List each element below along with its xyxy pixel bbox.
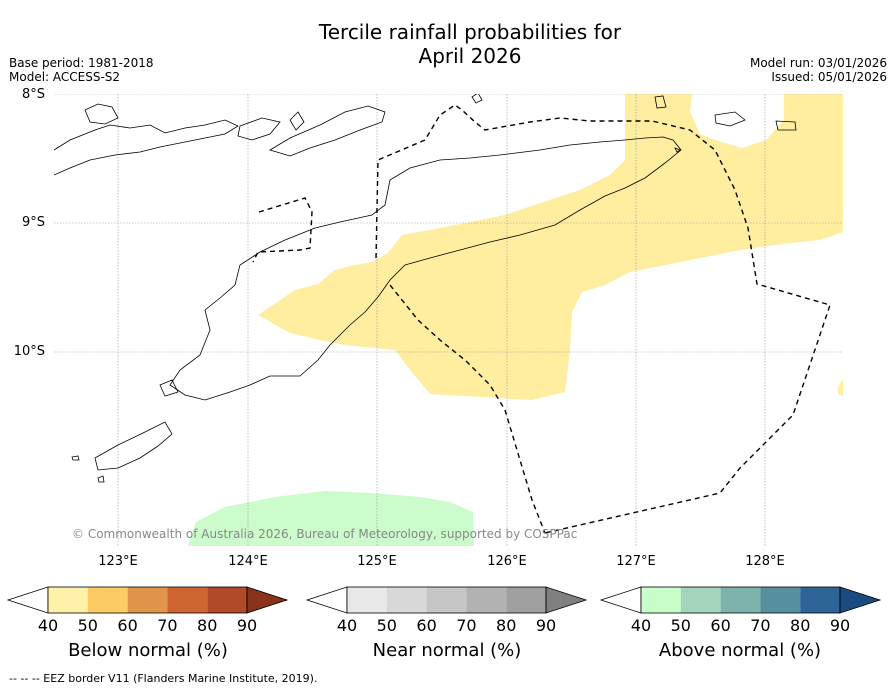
below-normal-colorbar-segment xyxy=(207,587,247,613)
above-normal-tick-label: 40 xyxy=(630,616,652,635)
lat-label-10s: 10°S xyxy=(13,344,45,359)
below-normal-tick-label: 40 xyxy=(37,616,59,635)
near-normal-colorbar-segment xyxy=(506,587,546,613)
title-line-1: Tercile rainfall probabilities for xyxy=(318,20,622,44)
above-normal-colorbar-over-arrow xyxy=(839,586,882,614)
lon-label-125e: 125°E xyxy=(357,554,397,569)
lon-label-127e: 127°E xyxy=(616,554,656,569)
below-normal-tick-label: 90 xyxy=(236,616,258,635)
below-normal-colorbar-outline xyxy=(47,586,248,614)
near-normal-tick-label: 90 xyxy=(535,616,557,635)
above-normal-tick-label: 50 xyxy=(670,616,691,635)
base-period: Base period: 1981-2018 xyxy=(9,56,154,70)
near-normal-colorbar-segment xyxy=(347,587,387,613)
near-normal-tick-label: 60 xyxy=(416,616,437,635)
near-normal-tick-label: 70 xyxy=(456,616,477,635)
map-title: Tercile rainfall probabilities for April… xyxy=(0,20,896,68)
lon-label-126e: 126°E xyxy=(487,554,527,569)
above-normal-colorbar-segment xyxy=(680,587,721,613)
meta-right: Model run: 03/01/2026 Issued: 05/01/2026 xyxy=(750,56,887,84)
above-normal-colorbar-segment xyxy=(720,587,761,613)
above-normal-tick-label: 80 xyxy=(790,616,811,635)
below-normal-colorbar-segment xyxy=(127,587,168,613)
below-normal-colorbar-under-arrow xyxy=(6,586,49,614)
map-area xyxy=(54,94,843,546)
lon-label-124e: 124°E xyxy=(228,554,268,569)
above-normal-tick-label: 70 xyxy=(750,616,771,635)
near-normal-tick-label: 50 xyxy=(376,616,397,635)
near-normal-tick-label: 80 xyxy=(496,616,517,635)
near-normal-colorbar-segment xyxy=(466,587,507,613)
above-normal-colorbar-segment xyxy=(641,587,681,613)
below-normal-colorbar-segment xyxy=(48,587,88,613)
near-normal-label: Near normal (%) xyxy=(372,640,522,661)
lon-label-128e: 128°E xyxy=(745,554,785,569)
below-normal-tick-label: 50 xyxy=(77,616,98,635)
below-normal-tick-label: 60 xyxy=(117,616,138,635)
above-normal-colorbar-segment xyxy=(800,587,840,613)
above-normal-tick-label: 60 xyxy=(710,616,731,635)
near-normal-colorbar-outline xyxy=(346,586,547,614)
above-normal-colorbar-outline xyxy=(640,586,841,614)
near-normal-colorbar-segment xyxy=(426,587,467,613)
lat-label-9s: 9°S xyxy=(21,215,45,230)
near-normal-colorbar-segment xyxy=(386,587,427,613)
gridlines xyxy=(54,94,843,546)
meta-left: Base period: 1981-2018 Model: ACCESS-S2 xyxy=(9,56,154,84)
eez-borders xyxy=(252,104,831,534)
near-normal-colorbar-over-arrow xyxy=(545,586,588,614)
below-normal-region xyxy=(258,94,843,400)
below-normal-colorbar-segment xyxy=(87,587,128,613)
above-normal-tick-label: 90 xyxy=(829,616,851,635)
lon-label-123e: 123°E xyxy=(98,554,138,569)
below-normal-tick-label: 80 xyxy=(197,616,218,635)
below-normal-tick-label: 70 xyxy=(157,616,178,635)
lat-label-8s: 8°S xyxy=(21,87,45,102)
above-normal-label: Above normal (%) xyxy=(658,640,822,661)
above-normal-colorbar-segment xyxy=(760,587,801,613)
below-normal-colorbar-over-arrow xyxy=(246,586,289,614)
below-normal-colorbar-segment xyxy=(167,587,208,613)
above-normal-colorbar-under-arrow xyxy=(599,586,642,614)
near-normal-tick-label: 40 xyxy=(336,616,358,635)
title-line-2: April 2026 xyxy=(418,44,522,68)
eez-footnote: -- -- -- EEZ border V11 (Flanders Marine… xyxy=(9,672,318,685)
issued-date: Issued: 05/01/2026 xyxy=(771,70,887,84)
below-normal-edge xyxy=(838,378,843,396)
model-run: Model run: 03/01/2026 xyxy=(749,56,887,70)
near-normal-colorbar-under-arrow xyxy=(305,586,348,614)
copyright-credit: © Commonwealth of Australia 2026, Bureau… xyxy=(72,527,578,541)
model-name: Model: ACCESS-S2 xyxy=(9,70,121,84)
below-normal-label: Below normal (%) xyxy=(68,640,228,661)
above-normal-region xyxy=(188,491,474,546)
coastlines xyxy=(54,94,797,483)
colorbars xyxy=(6,586,882,614)
